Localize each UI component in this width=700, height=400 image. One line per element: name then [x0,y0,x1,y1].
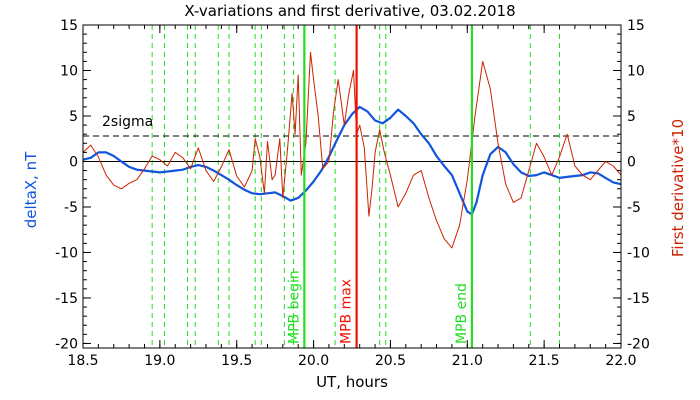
marker-label: MPB end [454,283,470,344]
chart-title: X-variations and first derivative, 03.02… [184,2,515,20]
marker-label: MPB max [339,279,355,344]
y-left-tick-label: 0 [69,154,78,170]
y-left-tick-label: 10 [60,63,78,79]
y-right-axis-title: First derivative*10 [669,119,687,257]
y-right-tick-label: 0 [627,154,636,170]
y-right-tick-label: -20 [627,336,650,352]
x-tick-label: 19.0 [144,353,175,369]
y-left-tick-label: -5 [64,200,78,216]
y-left-tick-label: -15 [55,291,78,307]
x-tick-label: 21.0 [452,353,483,369]
y-left-axis-title: deltaX, nT [22,151,40,228]
y-right-tick-label: -15 [627,291,650,307]
x-tick-label: 22.0 [605,353,636,369]
y-left-tick-label: -10 [55,245,78,261]
marker-label: MPB begin [286,270,302,344]
y-left-tick-label: 15 [60,18,78,34]
threshold-label: 2sigma [102,114,153,130]
y-right-tick-label: -5 [627,200,641,216]
x-axis-title: UT, hours [316,373,388,391]
x-tick-label: 21.5 [529,353,560,369]
y-right-tick-label: 15 [627,18,645,34]
x-tick-label: 20.5 [375,353,406,369]
x-tick-label: 18.5 [67,353,98,369]
y-right-tick-label: 10 [627,63,645,79]
plot-frame [82,24,622,349]
y-right-tick-label: 5 [627,109,636,125]
y-right-tick-label: -10 [627,245,650,261]
y-left-tick-label: 5 [69,109,78,125]
x-tick-label: 19.5 [221,353,252,369]
y-left-tick-label: -20 [55,336,78,352]
derivative-series-line [82,51,622,249]
x-tick-label: 20.0 [298,353,329,369]
